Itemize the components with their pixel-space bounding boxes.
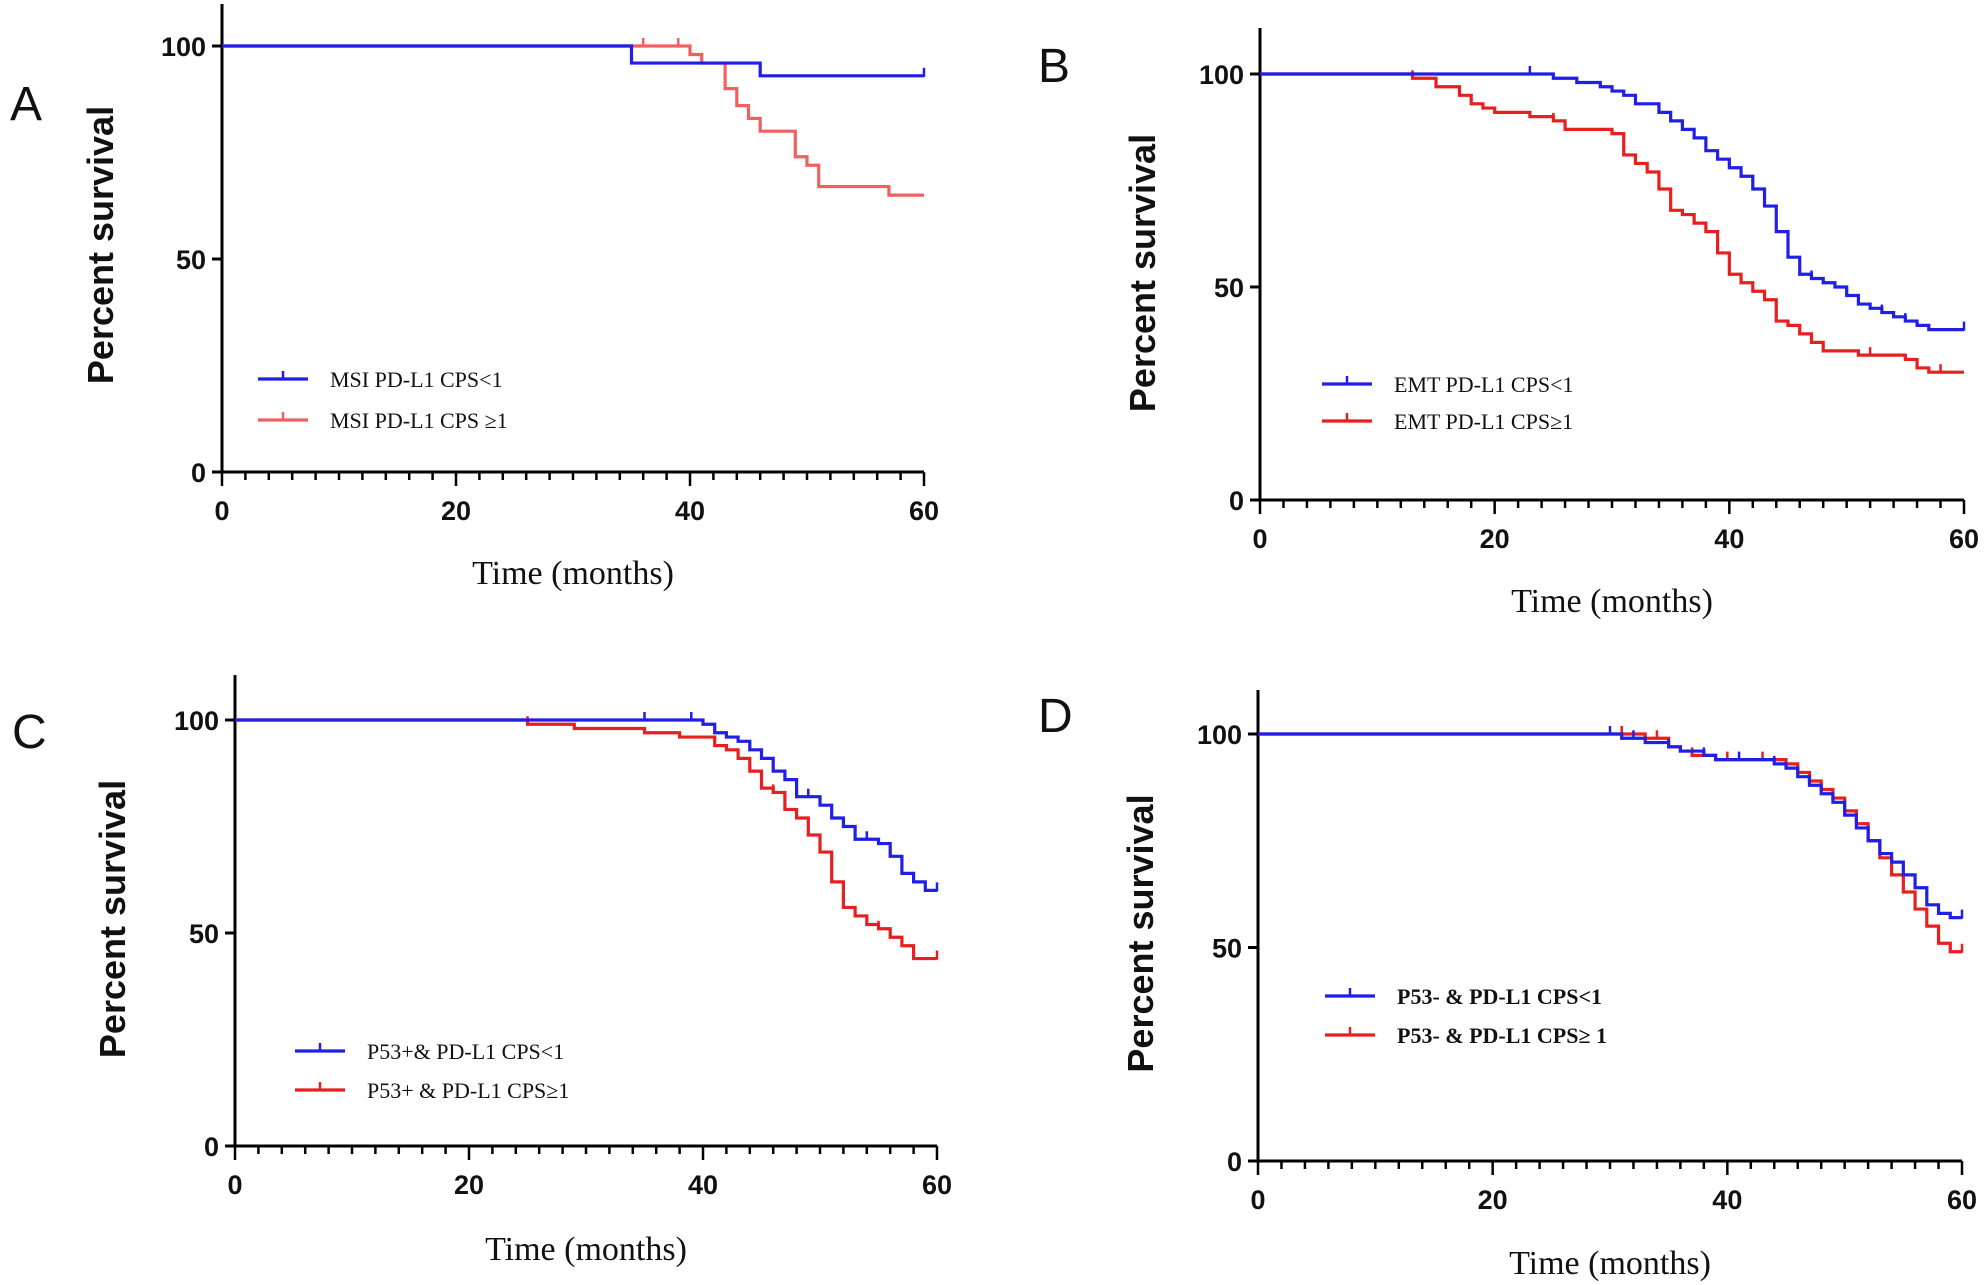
x-tick-label: 0 — [214, 496, 229, 526]
legend-label: EMT PD-L1 CPS<1 — [1394, 372, 1573, 397]
legend-label: MSI PD-L1 CPS<1 — [330, 367, 503, 392]
survival-curve-cps-ge-1 — [1260, 72, 1964, 374]
legend-label: MSI PD-L1 CPS ≥1 — [330, 408, 508, 433]
y-tick-label: 100 — [1197, 720, 1242, 750]
x-tick-label: 20 — [1478, 1185, 1508, 1215]
panel-d: D 0 50 100 0 20 40 60 Percent survival Time (mont… — [1038, 690, 1977, 1282]
y-tick-label: 50 — [176, 245, 206, 275]
x-axis-title: Time (months) — [485, 1231, 687, 1268]
survival-curve-cps-lt-1 — [1258, 732, 1962, 920]
legend-item: P53+& PD-L1 CPS<1 — [295, 1039, 564, 1064]
legend-item: P53- & PD-L1 CPS<1 — [1325, 984, 1602, 1009]
x-axis-title: Time (months) — [1511, 583, 1713, 620]
legend-label: EMT PD-L1 CPS≥1 — [1394, 409, 1573, 434]
y-tick-label: 0 — [1227, 1147, 1242, 1177]
survival-curve-cps-ge-1 — [1258, 732, 1962, 954]
panel-letter: D — [1038, 690, 1073, 743]
y-tick-label: 0 — [191, 458, 206, 488]
y-axis-title: Percent survival — [80, 106, 121, 384]
x-tick-label: 0 — [1252, 524, 1267, 554]
panel-c: C 0 50 100 0 20 40 60 Percent survival Time (mont… — [12, 675, 952, 1268]
y-tick-label: 50 — [1214, 273, 1244, 303]
x-tick-label: 20 — [1480, 524, 1510, 554]
panel-letter: B — [1038, 40, 1070, 93]
survival-curve-cps-ge-1 — [235, 718, 937, 961]
panel-letter: C — [12, 706, 47, 759]
y-tick-label: 0 — [204, 1132, 219, 1162]
panel-letter: A — [10, 78, 42, 131]
y-axis-title: Percent survival — [92, 780, 133, 1058]
x-tick-label: 60 — [909, 496, 939, 526]
legend-item: EMT PD-L1 CPS≥1 — [1322, 409, 1573, 434]
x-tick-label: 0 — [1250, 1185, 1265, 1215]
y-tick-label: 100 — [1199, 60, 1244, 90]
legend-item: EMT PD-L1 CPS<1 — [1322, 372, 1573, 397]
x-tick-label: 40 — [688, 1170, 718, 1200]
y-axis-title: Percent survival — [1122, 134, 1163, 412]
panel-b: B 0 50 100 0 20 40 60 Percent survival Time (mont… — [1038, 28, 1979, 620]
legend-item: P53- & PD-L1 CPS≥ 1 — [1325, 1023, 1607, 1048]
x-tick-label: 0 — [227, 1170, 242, 1200]
y-axis-title: Percent survival — [1120, 794, 1161, 1072]
y-tick-label: 100 — [174, 706, 219, 736]
x-axis-title: Time (months) — [472, 555, 674, 592]
legend-item: MSI PD-L1 CPS<1 — [258, 367, 503, 392]
x-tick-label: 40 — [675, 496, 705, 526]
legend-label: P53- & PD-L1 CPS<1 — [1397, 984, 1602, 1009]
survival-curve-cps-lt-1 — [235, 718, 937, 892]
x-tick-label: 20 — [441, 496, 471, 526]
x-tick-label: 60 — [922, 1170, 952, 1200]
survival-curve-cps-lt-1 — [1260, 72, 1964, 332]
x-tick-label: 40 — [1714, 524, 1744, 554]
legend-item: MSI PD-L1 CPS ≥1 — [258, 408, 508, 433]
y-tick-label: 0 — [1229, 486, 1244, 516]
y-tick-label: 50 — [1212, 934, 1242, 964]
x-tick-label: 40 — [1712, 1185, 1742, 1215]
x-axis-title: Time (months) — [1509, 1245, 1711, 1282]
y-tick-label: 50 — [189, 919, 219, 949]
x-tick-label: 20 — [454, 1170, 484, 1200]
x-tick-label: 60 — [1949, 524, 1979, 554]
legend-item: P53+ & PD-L1 CPS≥1 — [295, 1078, 569, 1103]
survival-curve-cps-lt-1 — [222, 44, 924, 78]
survival-curve-cps-ge-1 — [222, 44, 924, 197]
legend-label: P53+ & PD-L1 CPS≥1 — [367, 1078, 569, 1103]
legend-label: P53- & PD-L1 CPS≥ 1 — [1397, 1023, 1607, 1048]
panel-a: A 0 50 100 0 20 40 60 Percent survival Time (mont… — [10, 4, 939, 592]
y-tick-label: 100 — [161, 32, 206, 62]
x-tick-label: 60 — [1947, 1185, 1977, 1215]
legend-label: P53+& PD-L1 CPS<1 — [367, 1039, 564, 1064]
